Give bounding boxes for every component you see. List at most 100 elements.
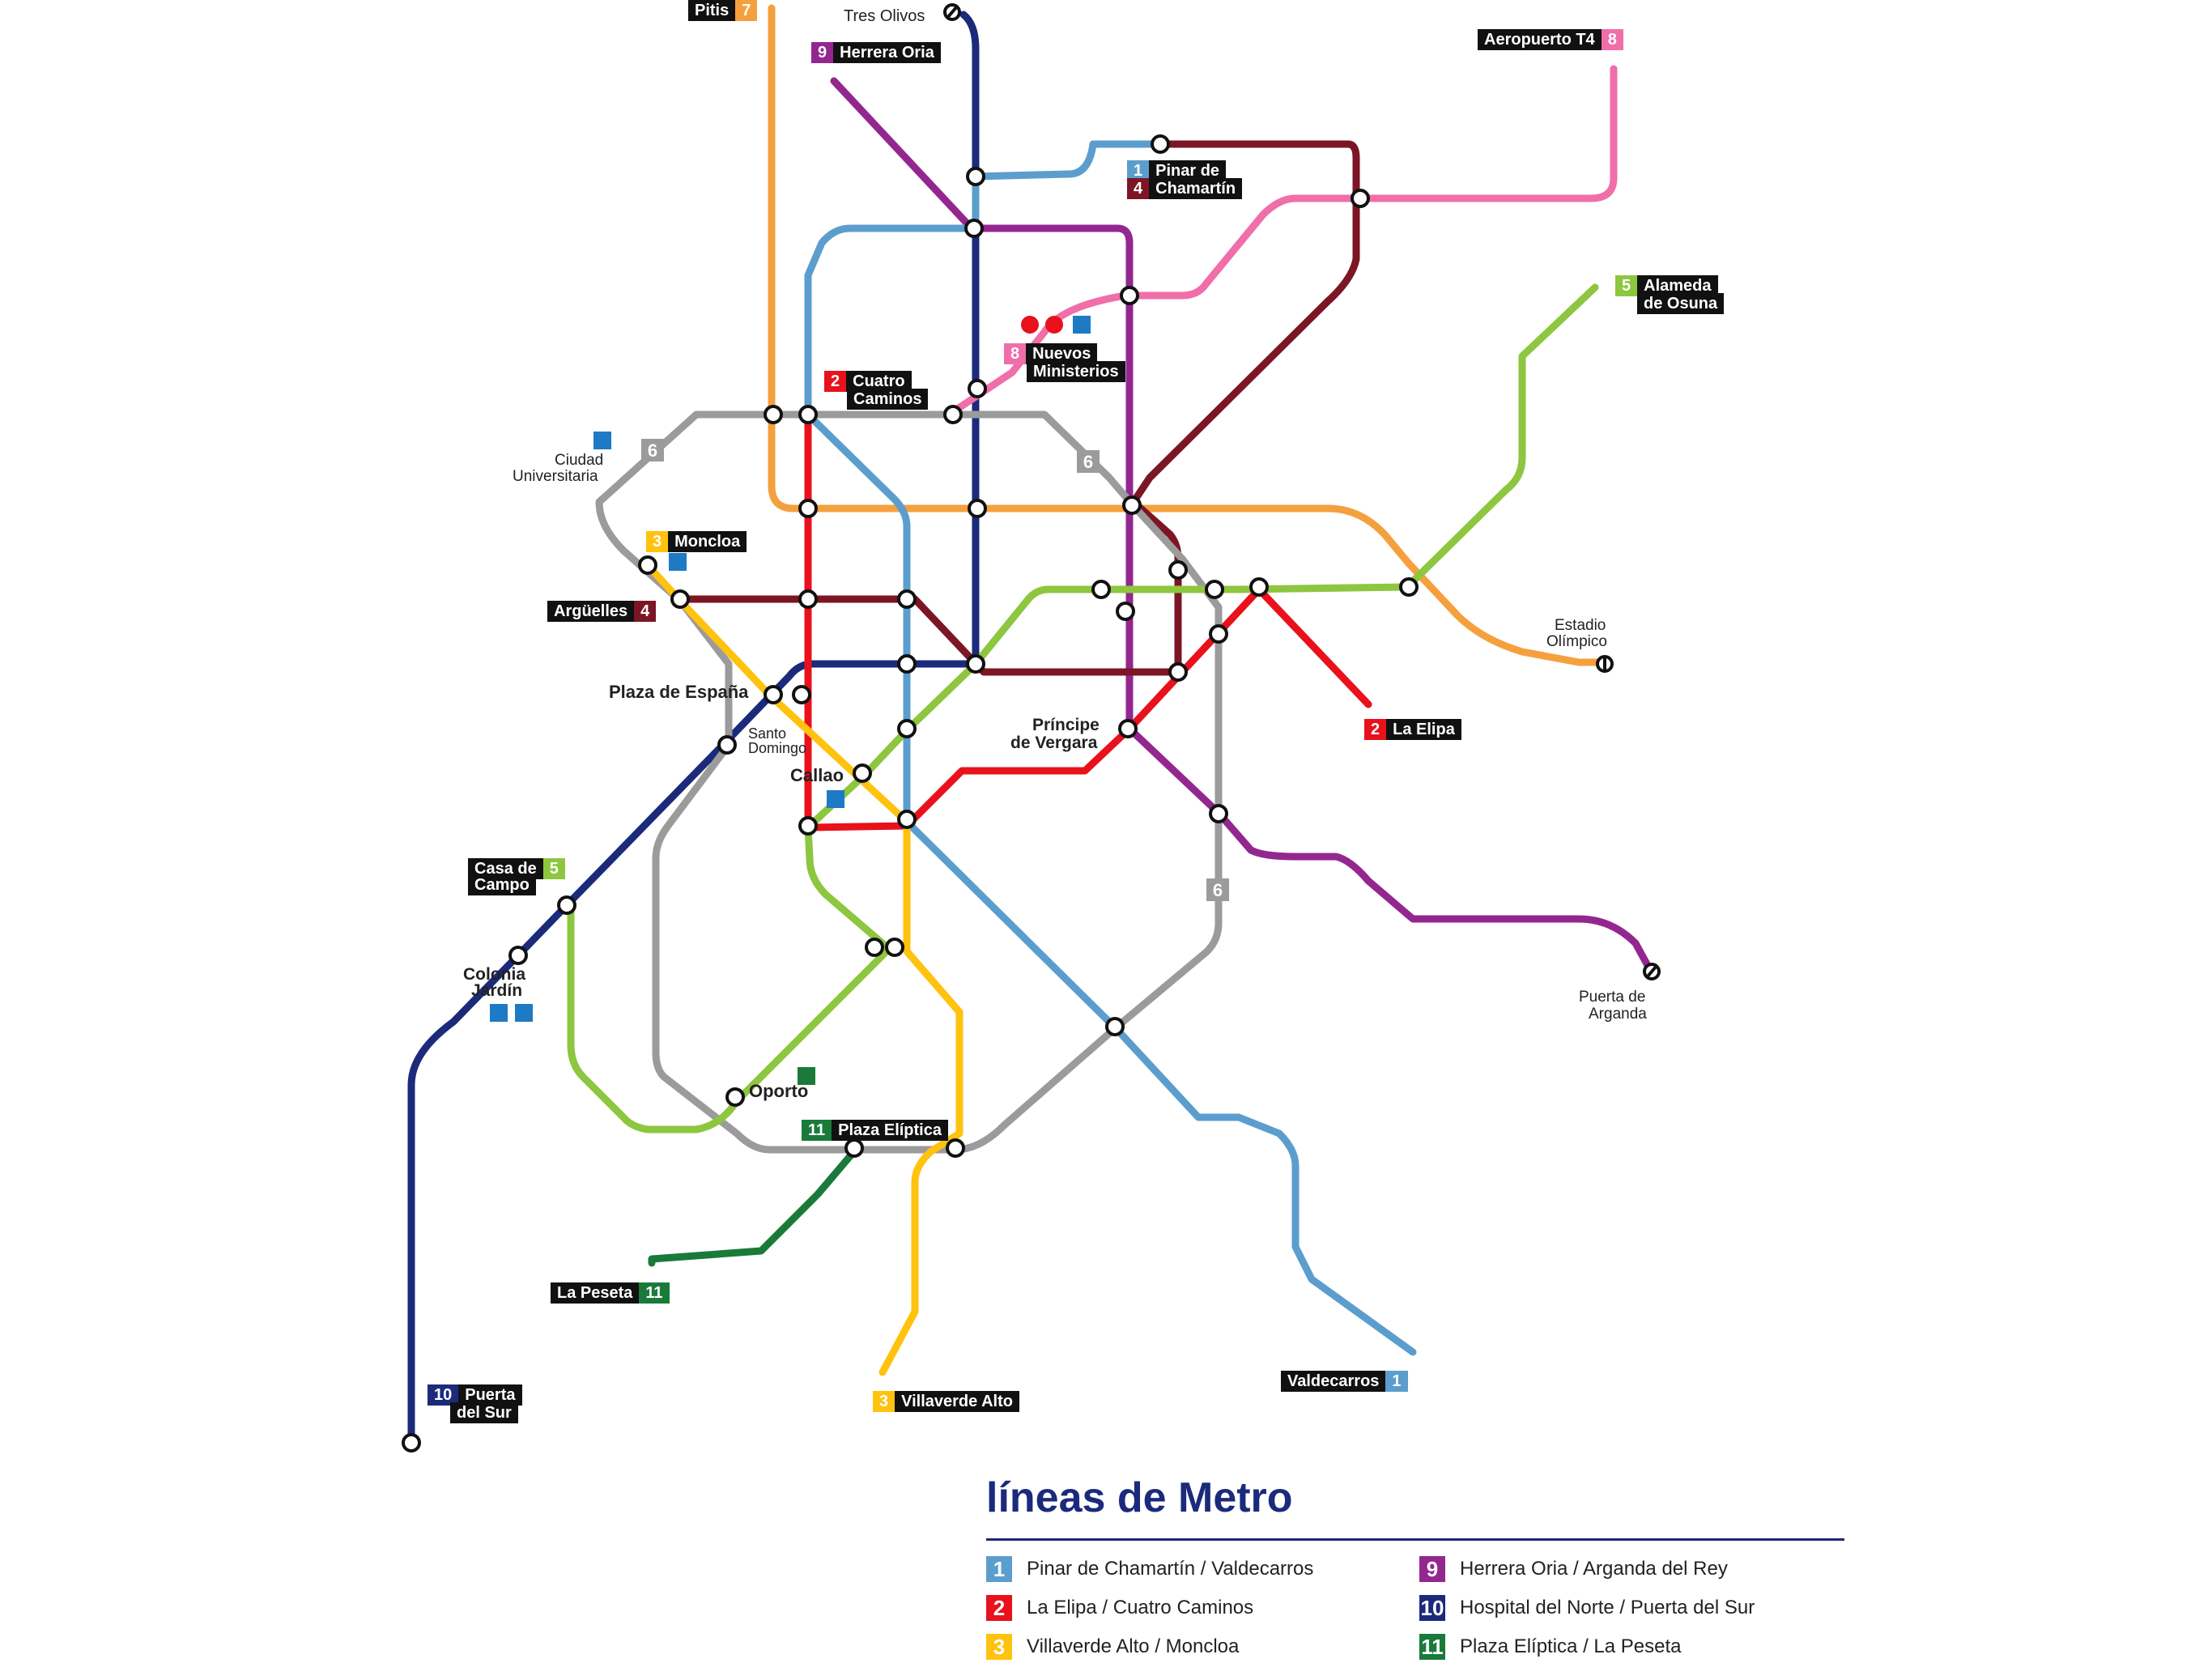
- station-circle[interactable]: [725, 1087, 745, 1107]
- line-badge: 5: [542, 858, 565, 879]
- station-circle[interactable]: [1249, 577, 1269, 597]
- terminal-valdecarros[interactable]: Valdecarros 1: [1281, 1371, 1408, 1392]
- station-circle[interactable]: [638, 555, 657, 575]
- line-10: [407, 11, 980, 1445]
- station-label: Jardín: [471, 981, 522, 1000]
- station-circle[interactable]: [764, 405, 783, 424]
- legend-item: 11 Plaza Elíptica / La Peseta: [1419, 1631, 1682, 1663]
- station-circle[interactable]: [557, 895, 576, 915]
- station-circle[interactable]: [764, 685, 783, 704]
- terminal-la-peseta[interactable]: La Peseta 11: [551, 1282, 670, 1304]
- terminal-aeropuerto[interactable]: Aeropuerto T4 8: [1478, 29, 1623, 50]
- station-circle[interactable]: [966, 167, 985, 186]
- station-circle[interactable]: [885, 938, 904, 957]
- station-label: de Vergara: [1010, 734, 1098, 752]
- station-circle[interactable]: [402, 1433, 421, 1452]
- terminal-name: del Sur: [450, 1402, 518, 1423]
- station-circle[interactable]: [1116, 602, 1135, 621]
- station-circle[interactable]: [966, 654, 985, 674]
- legend-badge: 3: [986, 1634, 1012, 1660]
- station-circle[interactable]: [1351, 189, 1370, 208]
- station-circle[interactable]: [1122, 495, 1142, 515]
- station-circle[interactable]: [798, 405, 818, 424]
- terminal-villaverde[interactable]: 3 Villaverde Alto: [873, 1391, 1019, 1412]
- terminal-herrera-oria[interactable]: 9 Herrera Oria: [811, 42, 941, 63]
- terminal-name: Caminos: [847, 389, 929, 410]
- legend-label: Herrera Oria / Arganda del Rey: [1460, 1558, 1728, 1580]
- station-label: Domingo: [748, 740, 806, 756]
- station-circle[interactable]: [798, 589, 818, 609]
- station-circle[interactable]: [798, 499, 818, 518]
- terminal-casa2[interactable]: Campo: [468, 874, 536, 895]
- wheelchair-icon: [827, 790, 844, 808]
- station-circle[interactable]: [798, 816, 818, 836]
- legend-badge: 9: [1419, 1556, 1445, 1582]
- terminal-cuatro2[interactable]: Caminos: [847, 389, 929, 410]
- station-circle[interactable]: [1168, 662, 1188, 682]
- line-badge: 8: [1601, 29, 1623, 50]
- terminal-pitis[interactable]: Pitis 7: [688, 0, 758, 21]
- station-circle[interactable]: [1105, 1017, 1125, 1036]
- station-circle[interactable]: [1120, 286, 1139, 305]
- station-circle[interactable]: [792, 685, 811, 704]
- station-circle[interactable]: [1091, 580, 1111, 599]
- terminal-puerta-sur[interactable]: 10 Puerta: [428, 1384, 522, 1406]
- station-circle[interactable]: [946, 1138, 965, 1158]
- terminal-name: Plaza Elíptica: [832, 1120, 948, 1141]
- station-circle[interactable]: [844, 1138, 864, 1158]
- terminal-pinar[interactable]: 1 Pinar de: [1127, 160, 1227, 181]
- terminal-name: Villaverde Alto: [895, 1391, 1019, 1412]
- station-circle[interactable]: [865, 938, 884, 957]
- station-circle[interactable]: [1209, 804, 1228, 823]
- station-circle[interactable]: [968, 499, 987, 518]
- terminal-name: Cuatro: [846, 371, 912, 392]
- terminal-plaza-eliptica[interactable]: 11 Plaza Elíptica: [802, 1120, 948, 1141]
- station-circle[interactable]: [1151, 134, 1170, 154]
- station-circle[interactable]: [943, 405, 963, 424]
- terminal-name: Argüelles: [547, 601, 635, 622]
- station-circle[interactable]: [964, 219, 984, 238]
- station-circle[interactable]: [1399, 577, 1419, 597]
- terminal-name: Alameda: [1637, 275, 1718, 296]
- station-circle[interactable]: [1205, 580, 1224, 599]
- line-6-badge: 6: [1213, 880, 1223, 900]
- station-circle[interactable]: [897, 589, 917, 609]
- line-9: [830, 77, 1654, 974]
- line-8: [947, 65, 1618, 417]
- terminal-alameda[interactable]: 5 Alameda: [1615, 275, 1718, 296]
- station-label: Ciudad: [555, 452, 603, 469]
- station-circle[interactable]: [670, 589, 690, 609]
- line-badge: 3: [646, 531, 669, 552]
- line-badge: 9: [811, 42, 834, 63]
- station-circle[interactable]: [1209, 624, 1228, 644]
- station-circle[interactable]: [508, 946, 528, 965]
- station-circle[interactable]: [1168, 560, 1188, 580]
- line-badge: 11: [802, 1120, 832, 1141]
- terminal-puerta-sur2[interactable]: del Sur: [450, 1402, 518, 1423]
- station-label: Plaza de España: [609, 682, 749, 702]
- terminal-cuatro[interactable]: 2 Cuatro: [824, 371, 912, 392]
- legend-label: Pinar de Chamartín / Valdecarros: [1027, 1558, 1314, 1580]
- station-circle[interactable]: [897, 719, 917, 738]
- station-circle[interactable]: [1118, 719, 1138, 738]
- terminal-name: Pitis: [688, 0, 736, 21]
- terminal-pinar2[interactable]: 4 Chamartín: [1127, 178, 1243, 199]
- terminal-arguelles[interactable]: Argüelles 4: [547, 601, 657, 622]
- legend-title: líneas de Metro: [986, 1474, 1293, 1521]
- legend-label: Plaza Elíptica / La Peseta: [1460, 1635, 1682, 1657]
- line-badge: 1: [1127, 160, 1150, 181]
- legend-item: 1 Pinar de Chamartín / Valdecarros: [986, 1553, 1313, 1585]
- terminal-la-elipa[interactable]: 2 La Elipa: [1364, 719, 1461, 740]
- station-circle[interactable]: [897, 654, 917, 674]
- terminal-alameda2[interactable]: de Osuna: [1637, 293, 1725, 314]
- station-circle[interactable]: [897, 810, 917, 829]
- terminal-nuevos[interactable]: 8 Nuevos: [1004, 343, 1098, 364]
- line-badge: 5: [1615, 275, 1638, 296]
- station-circle[interactable]: [853, 763, 872, 783]
- terminal-nuevos2[interactable]: Ministerios: [1027, 361, 1125, 382]
- line-6-badge: 6: [648, 440, 657, 461]
- station-circle[interactable]: [717, 735, 737, 755]
- terminal-moncloa[interactable]: 3 Moncloa: [646, 531, 747, 552]
- station-circle[interactable]: [968, 379, 987, 398]
